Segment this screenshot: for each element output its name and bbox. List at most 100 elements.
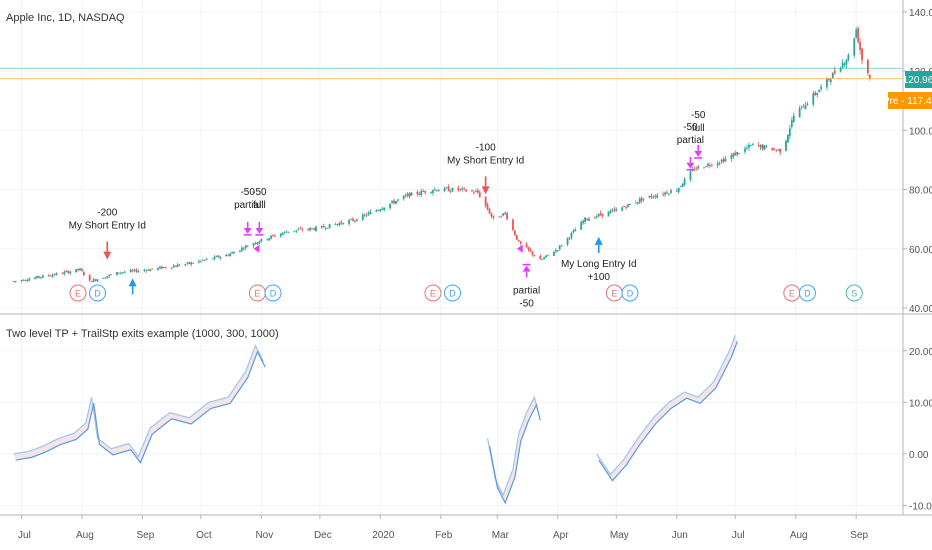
candle-body [199,260,202,262]
candle-body [96,279,99,282]
candle-body [162,267,165,269]
candle-body [582,221,585,224]
candle-body [652,196,655,198]
candle-body [746,147,748,149]
candle-body [765,146,768,147]
candle-body [833,70,836,74]
candle-body [525,243,528,248]
candle-body [675,190,678,192]
candle-body [804,105,807,110]
candle-body [558,245,561,250]
event-marker [798,284,816,302]
candle-body [367,212,370,215]
candle-body [188,262,191,264]
candle-body [299,228,302,230]
candle-body [788,128,791,136]
candle-body [552,252,555,256]
candle-body [238,250,241,252]
equity-tick-label: 10.00 [909,398,932,409]
signal-label: -50 [691,110,706,121]
time-tick-label: Aug [790,530,808,541]
candle-body [176,264,179,268]
equity-band [596,335,738,481]
candle-body [266,239,269,241]
candle-body [116,272,118,276]
candle-body [722,159,725,163]
exit-small-arrow [253,244,260,253]
candle-body [137,270,140,272]
event-marker-label: D [270,289,277,299]
candle-body [790,120,793,127]
candle-body [749,145,752,147]
candle-body [320,226,323,228]
candle-body [389,203,391,209]
signal-label: partial [513,286,540,297]
candle-body [506,213,508,220]
candle-body [20,280,23,282]
signal-label: +100 [587,272,610,283]
candle-body [418,193,421,196]
candle-body [779,148,782,153]
candle-body [432,190,434,194]
candle-body [710,164,713,166]
candle-body [342,223,345,225]
candle-body [131,270,134,271]
candle-body [570,232,573,238]
candle-body [847,54,850,61]
candle-body [170,267,173,269]
candle-body [293,231,296,232]
candle-body [184,264,187,266]
time-tick-label: Jun [672,530,688,541]
candle-body [143,270,146,272]
last-price-text: 120.96 [903,75,932,86]
candle-body [855,29,858,38]
candle-body [556,250,559,251]
candle-body [554,250,557,252]
event-marker [443,284,461,302]
equity-tick-label: 0.00 [909,450,929,461]
equity-tick-label: -10.00 [909,501,932,512]
candle-body [724,158,727,162]
candle-body [662,194,665,195]
candle-body [159,266,161,269]
candle-body [435,190,438,192]
candle-body [365,214,368,216]
candle-body [213,256,216,259]
candle-body [541,259,544,260]
candle-body [336,223,339,225]
candle-body [79,268,81,271]
signal-label: -50 [252,187,267,198]
candle-body [601,214,604,216]
candle-body [34,277,37,279]
candle-body [65,270,68,272]
candle-body [211,258,214,260]
signal-label: partial [677,135,704,146]
price-tick-label: 100.00 [909,126,932,137]
time-tick-label: Dec [314,530,332,541]
candle-body [611,210,614,212]
candle-body [695,168,698,170]
candle-body [517,240,520,242]
candle-body [118,272,120,274]
time-tick-label: Sep [850,530,868,541]
candle-body [829,79,832,82]
candle-body [246,246,249,247]
candle-body [703,167,705,169]
candle-body [352,218,354,221]
candle-body [519,241,522,244]
candle-body [47,275,50,277]
candle-body [281,232,284,235]
price-tick-label: 140.00 [909,8,932,19]
candle-body [395,200,397,204]
time-tick-label: Oct [196,530,212,541]
candle-body [340,222,343,224]
candle-body [379,209,382,211]
event-marker-label: D [449,289,456,299]
candle-body [818,90,821,93]
candle-body [120,272,122,274]
candle-body [529,249,532,252]
candle-body [560,245,563,247]
candle-body [270,235,272,239]
